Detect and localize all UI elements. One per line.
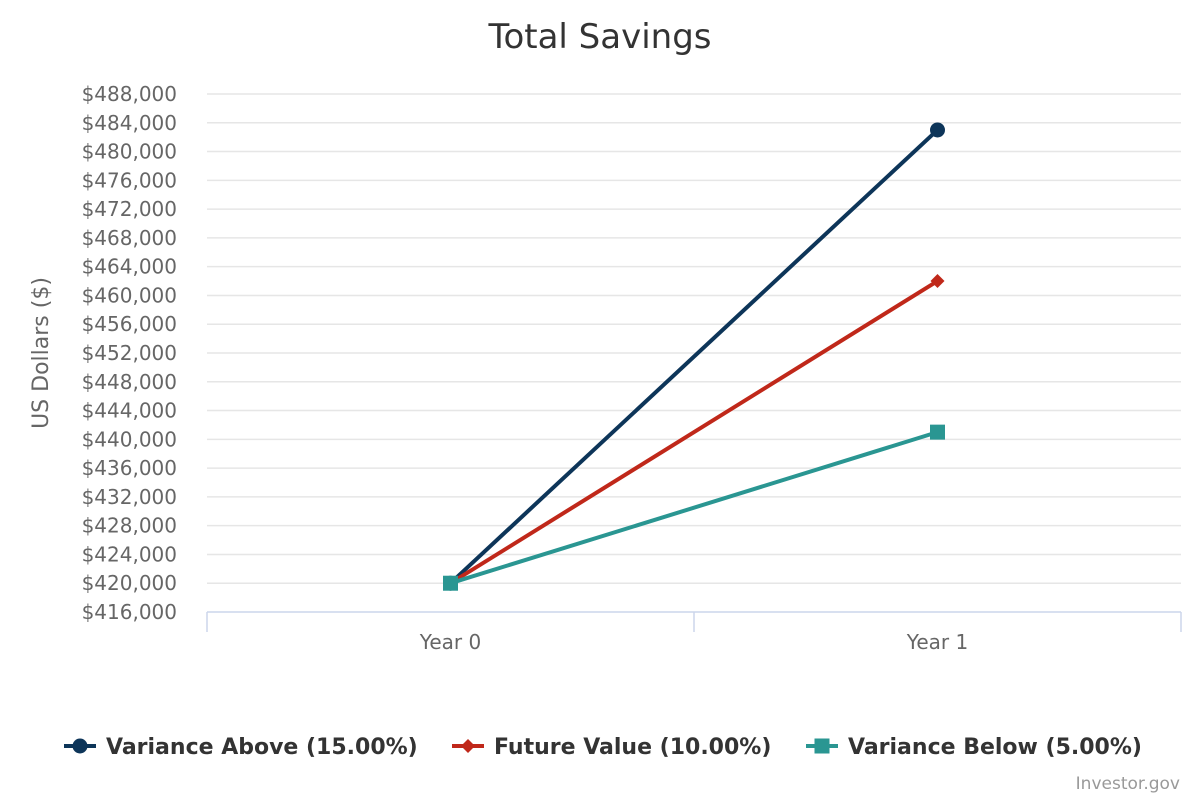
series-line[interactable] (448, 430, 940, 586)
y-tick-label: $428,000 (82, 514, 177, 538)
series-0 (443, 122, 945, 591)
y-tick-label: $432,000 (82, 485, 177, 509)
legend-label: Variance Below (5.00%) (848, 735, 1142, 760)
legend-label: Future Value (10.00%) (494, 735, 771, 760)
y-tick-label: $480,000 (82, 140, 177, 164)
legend: Variance Above (15.00%) Future Value (10.… (64, 735, 1142, 760)
y-tick-label: $420,000 (82, 571, 177, 595)
y-tick-label: $444,000 (82, 399, 177, 423)
chart-title: Total Savings (487, 17, 711, 57)
series-line[interactable] (448, 279, 940, 586)
x-tick-label: Year 1 (906, 630, 968, 654)
y-tick-label: $424,000 (82, 542, 177, 566)
y-tick-label: $456,000 (82, 312, 177, 336)
y-tick-label: $440,000 (82, 427, 177, 451)
x-axis: Year 0 Year 1 (206, 611, 1182, 654)
x-tick-label: Year 0 (419, 630, 481, 654)
y-tick-label: $416,000 (82, 600, 177, 624)
y-tick-label: $468,000 (82, 226, 177, 250)
data-point[interactable] (930, 274, 945, 289)
data-point[interactable] (443, 575, 458, 591)
series-1 (443, 274, 945, 591)
y-tick-label: $436,000 (82, 456, 177, 480)
legend-marker (814, 738, 830, 754)
legend-item[interactable]: Variance Below (5.00%) (806, 735, 1142, 760)
y-tick-label: $464,000 (82, 255, 177, 279)
series-2 (443, 424, 945, 591)
y-tick-label: $460,000 (82, 283, 177, 307)
y-axis-ticks: $416,000 $420,000 $424,000 $428,000 $432,000… (82, 82, 177, 624)
y-tick-label: $484,000 (82, 111, 177, 135)
data-point[interactable] (930, 424, 945, 440)
data-point[interactable] (930, 122, 945, 138)
legend-item[interactable]: Future Value (10.00%) (452, 735, 771, 760)
y-axis-title: US Dollars ($) (29, 277, 54, 429)
legend-marker (72, 738, 88, 754)
y-tick-label: $452,000 (82, 341, 177, 365)
series-line[interactable] (448, 127, 940, 586)
legend-item[interactable]: Variance Above (15.00%) (64, 735, 418, 760)
y-tick-label: $472,000 (82, 197, 177, 221)
series (443, 122, 945, 591)
legend-label: Variance Above (15.00%) (106, 735, 418, 760)
legend-marker (461, 739, 475, 753)
credit[interactable]: Investor.gov (1076, 774, 1180, 794)
y-tick-label: $448,000 (82, 370, 177, 394)
grid (207, 93, 1181, 584)
y-tick-label: $488,000 (82, 82, 177, 106)
y-tick-label: $476,000 (82, 168, 177, 192)
